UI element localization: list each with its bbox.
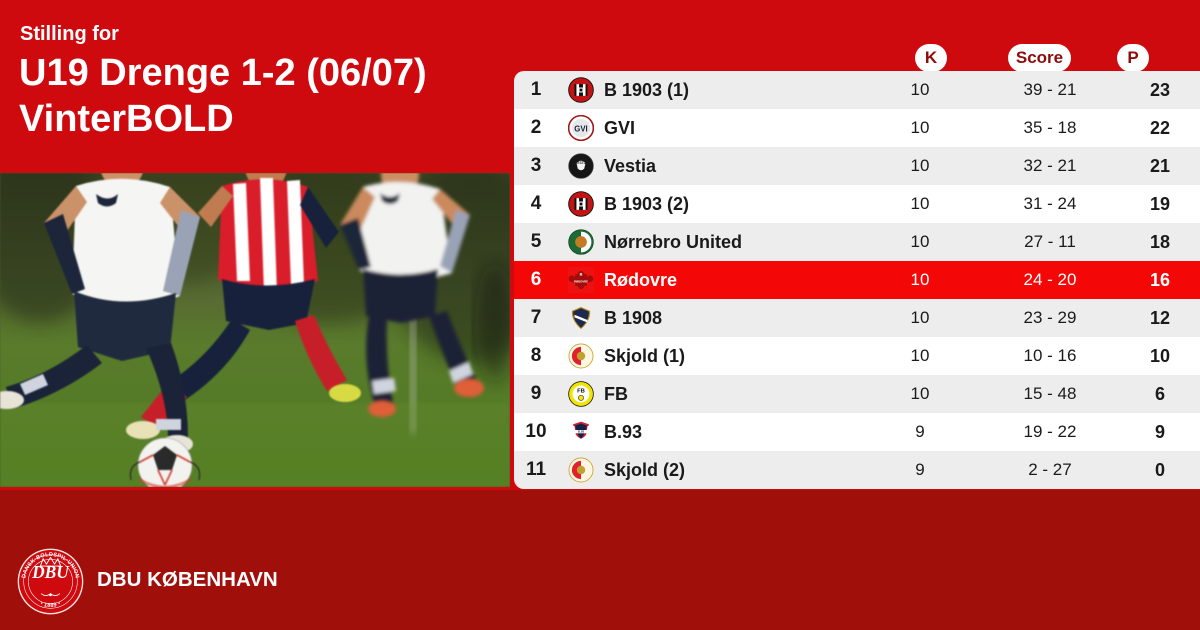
svg-text:VESTIA: VESTIA <box>575 161 587 165</box>
svg-text:GVI: GVI <box>574 124 587 133</box>
svg-text:FB: FB <box>577 389 585 395</box>
svg-text:RØDOVRE: RØDOVRE <box>574 280 588 284</box>
svg-text:B: B <box>580 271 583 276</box>
svg-text:B.93: B.93 <box>578 430 585 434</box>
svg-text:DBU: DBU <box>31 562 70 582</box>
